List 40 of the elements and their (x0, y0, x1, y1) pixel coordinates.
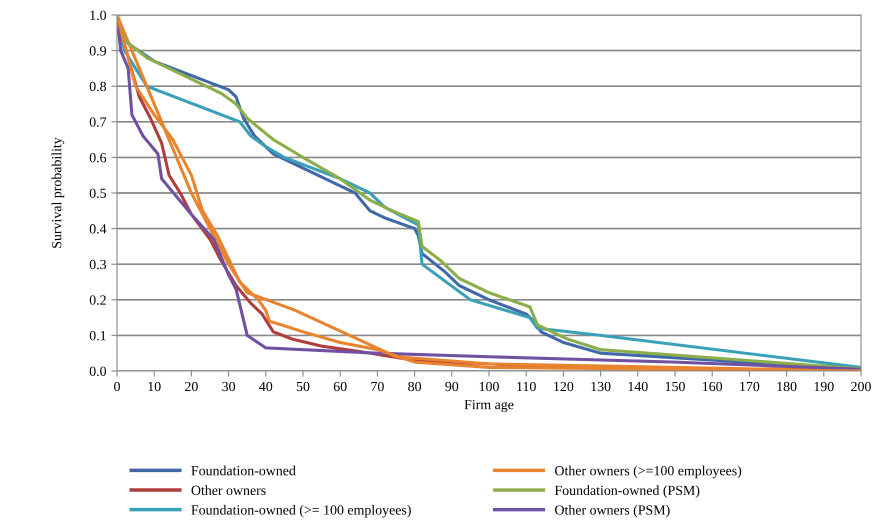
y-tick-label: 0.7 (90, 117, 106, 127)
y-axis-title: Survival probability (52, 137, 64, 248)
y-tick-label: 0.6 (90, 152, 106, 162)
x-tick-label: 120 (554, 382, 574, 392)
x-tick-label: 60 (334, 382, 347, 392)
y-tick-label: 0.5 (90, 188, 106, 198)
x-tick-label: 10 (148, 382, 161, 392)
legend-label: Foundation-owned (PSM) (554, 485, 700, 498)
legend-label: Other owners (>=100 employees) (555, 466, 742, 478)
y-tick-label: 1.0 (90, 10, 106, 20)
legend-label: Foundation-owned (>= 100 employees) (191, 504, 411, 518)
x-tick-label: 70 (371, 382, 384, 392)
y-tick-label: 0.0 (90, 366, 106, 376)
x-tick-label: 30 (222, 382, 236, 392)
x-tick-label: 170 (740, 382, 760, 392)
legend-label: Other owners (192, 485, 266, 496)
x-tick-label: 0 (114, 382, 120, 392)
x-tick-label: 130 (591, 382, 610, 392)
y-tick-label: 0.8 (90, 82, 106, 92)
x-tick-label: 40 (259, 382, 272, 392)
x-tick-label: 90 (445, 382, 458, 392)
y-tick-label: 0.4 (90, 224, 106, 234)
x-tick-label: 190 (814, 382, 834, 392)
x-tick-label: 80 (408, 382, 422, 392)
x-tick-label: 150 (666, 382, 685, 392)
x-tick-label: 20 (185, 382, 198, 392)
legend-label: Foundation-owned (191, 466, 296, 476)
y-tick-label: 0.3 (90, 260, 106, 270)
legend-label: Other owners (PSM) (555, 504, 670, 518)
x-tick-label: 50 (296, 382, 310, 392)
x-tick-label: 180 (777, 382, 796, 392)
y-tick-label: 0.1 (90, 330, 106, 340)
x-axis-title: Firm age (464, 400, 514, 412)
y-tick-label: 0.2 (90, 295, 106, 305)
x-tick-label: 110 (517, 382, 536, 392)
x-tick-label: 140 (628, 382, 648, 392)
x-tick-label: 100 (480, 382, 499, 392)
x-tick-label: 160 (703, 382, 722, 392)
y-tick-label: 0.9 (90, 46, 106, 56)
x-tick-label: 200 (851, 382, 871, 392)
